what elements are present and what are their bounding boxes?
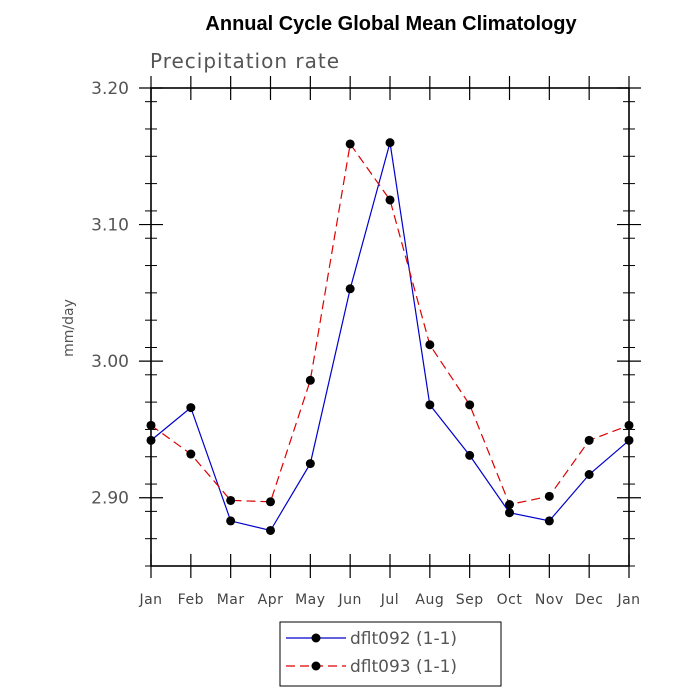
x-tick-label: Jun bbox=[337, 592, 361, 608]
x-tick-label: Dec bbox=[575, 592, 604, 608]
x-tick-labels: Jan Feb Mar Apr May Jun Jul Aug Sep Oct Nov Dec Jan bbox=[138, 592, 640, 608]
data-point-dflt093 bbox=[624, 420, 634, 430]
data-point-dflt093 bbox=[385, 195, 395, 205]
data-point-dflt093 bbox=[186, 449, 196, 459]
y-tick-label: 3.20 bbox=[91, 79, 129, 99]
data-point-dflt093 bbox=[146, 420, 156, 430]
x-tick-label: Jul bbox=[380, 592, 399, 608]
data-point-dflt092 bbox=[305, 459, 315, 469]
x-tick-label: Jan bbox=[138, 592, 162, 608]
y-tick-label: 3.10 bbox=[91, 216, 129, 236]
data-point-dflt092 bbox=[146, 435, 156, 445]
data-point-dflt093 bbox=[226, 495, 236, 505]
chart-subtitle: Precipitation rate bbox=[150, 49, 340, 73]
y-tick-label: 3.00 bbox=[91, 352, 129, 372]
data-point-dflt092 bbox=[544, 516, 554, 526]
x-tick-label: May bbox=[295, 592, 325, 608]
x-tick-label: Oct bbox=[497, 592, 523, 608]
data-point-dflt093 bbox=[305, 375, 315, 385]
x-tick-label: Feb bbox=[178, 592, 204, 608]
y-tick-label: 2.90 bbox=[91, 489, 129, 509]
x-tick-label: Nov bbox=[535, 592, 564, 608]
series-layer bbox=[146, 138, 634, 535]
x-tick-label: Apr bbox=[258, 592, 284, 608]
data-point-dflt093 bbox=[465, 400, 475, 410]
x-tick-label: Aug bbox=[415, 592, 444, 608]
legend-marker-dflt092 bbox=[311, 633, 321, 643]
data-point-dflt092 bbox=[345, 284, 355, 294]
data-point-dflt093 bbox=[505, 500, 514, 510]
plot-frame bbox=[150, 87, 630, 567]
data-point-dflt093 bbox=[425, 340, 435, 350]
legend-box bbox=[279, 621, 502, 687]
data-point-dflt092 bbox=[584, 469, 594, 479]
data-point-dflt092 bbox=[624, 435, 634, 445]
data-point-dflt093 bbox=[584, 435, 594, 445]
y-tick-labels: 2.90 3.00 3.10 3.20 bbox=[91, 79, 129, 509]
legend-marker-dflt093 bbox=[311, 661, 321, 671]
axis-ticks bbox=[139, 76, 641, 578]
y-axis-label: mm/day bbox=[61, 299, 77, 357]
legend: dflt092 (1-1) dflt093 (1-1) bbox=[279, 621, 502, 687]
legend-label-dflt092: dflt092 (1-1) bbox=[350, 629, 457, 649]
x-tick-label: Jan bbox=[616, 592, 640, 608]
data-point-dflt092 bbox=[385, 138, 395, 148]
x-tick-label: Sep bbox=[456, 592, 484, 608]
data-point-dflt092 bbox=[226, 516, 236, 526]
chart-title: Annual Cycle Global Mean Climatology bbox=[205, 13, 577, 35]
data-point-dflt092 bbox=[425, 400, 435, 410]
data-point-dflt093 bbox=[544, 491, 554, 501]
data-point-dflt092 bbox=[266, 525, 275, 535]
x-tick-label: Mar bbox=[217, 592, 245, 608]
data-point-dflt093 bbox=[345, 139, 355, 149]
data-point-dflt092 bbox=[465, 450, 475, 460]
data-point-dflt092 bbox=[505, 508, 514, 518]
data-point-dflt093 bbox=[266, 497, 275, 507]
legend-label-dflt093: dflt093 (1-1) bbox=[350, 657, 457, 677]
data-point-dflt092 bbox=[186, 403, 196, 413]
